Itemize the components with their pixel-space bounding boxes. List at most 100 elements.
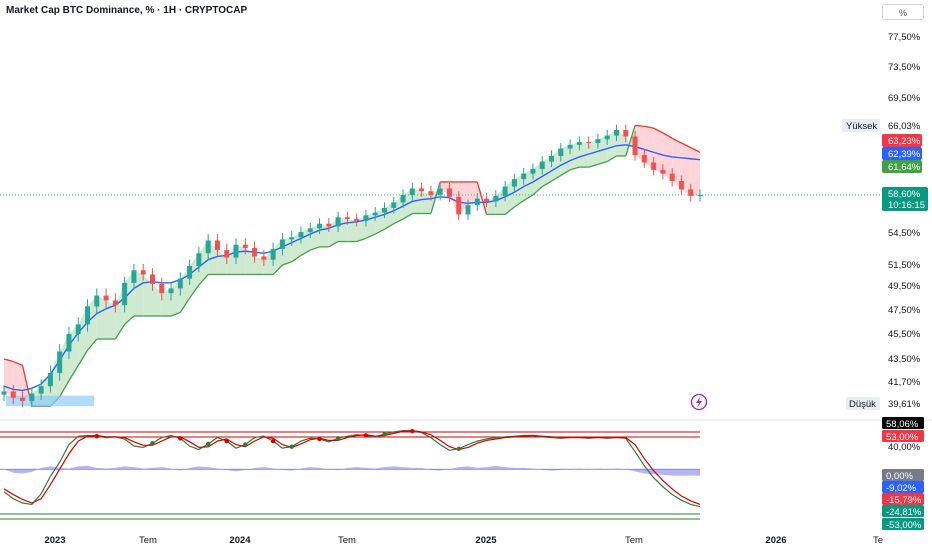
low-marker-label-bg	[846, 397, 880, 410]
candle-body	[289, 237, 295, 240]
low-marker-label: Düşük	[849, 399, 876, 410]
trailing-stop-segment	[653, 127, 664, 134]
trend-fill	[13, 361, 23, 401]
trailing-stop-segment	[541, 180, 552, 188]
osc-area	[4, 465, 700, 476]
osc-level-tag-text: -15,79%	[886, 495, 922, 506]
trend-fill	[579, 142, 589, 168]
candle-body	[196, 253, 202, 267]
osc-level-tag	[882, 505, 924, 517]
trend-fill	[662, 132, 673, 182]
trailing-stop-segment	[532, 186, 543, 196]
crossover-dot	[410, 429, 415, 434]
price-axis-label: 73,50%	[888, 62, 921, 73]
candle-body	[632, 136, 638, 156]
trailing-stop-segment	[514, 199, 525, 208]
range-band	[6, 395, 94, 407]
price-axis-label: 49,50%	[888, 281, 921, 292]
time-axis-label: Te	[873, 535, 883, 546]
candle-body	[558, 148, 564, 156]
candle-body	[140, 270, 146, 275]
time-axis-label: 2026	[765, 535, 786, 546]
candle-body	[103, 295, 109, 301]
candle-body	[567, 144, 573, 149]
candle-body	[456, 196, 462, 215]
crossover-dot	[289, 444, 294, 449]
candle-body	[623, 129, 629, 137]
price-tag-text: 61,64%	[888, 162, 921, 173]
candle-body	[224, 250, 230, 258]
trend-fill	[690, 147, 700, 196]
trailing-stop-segment	[328, 240, 339, 248]
crossover-dot	[150, 441, 155, 446]
trailing-stop-segment	[310, 246, 320, 251]
trailing-stop-segment	[356, 237, 367, 243]
time-axis-label: 2025	[475, 535, 497, 546]
trailing-stop-segment	[560, 169, 571, 177]
candle-body	[205, 240, 211, 254]
candle-body	[38, 386, 44, 394]
price-axis-label: 41,70%	[888, 377, 921, 388]
candle-body	[335, 217, 341, 227]
candle-body	[660, 169, 666, 174]
trailing-stop-segment	[68, 365, 79, 382]
price-axis-label: 45,50%	[888, 329, 921, 340]
price-axis-label: 39,61%	[888, 399, 921, 410]
candle-body	[391, 202, 397, 208]
candle-body	[465, 205, 471, 215]
trend-fill	[161, 288, 172, 316]
crossover-dot	[317, 436, 322, 442]
trailing-stop-segment	[504, 206, 515, 215]
trend-fill	[570, 142, 580, 170]
candle-body	[688, 189, 694, 196]
crossover-dot	[205, 441, 211, 447]
trend-fill	[254, 256, 264, 275]
candle-body	[604, 135, 610, 140]
crossover-dot	[94, 433, 100, 439]
trailing-stop-segment	[198, 274, 209, 286]
candle-body	[317, 223, 323, 229]
candle-body	[511, 179, 517, 187]
osc-axis-label: 40,00%	[888, 442, 921, 453]
candle-body	[159, 283, 165, 294]
candle-body	[270, 249, 276, 260]
percent-scale-button[interactable]: %	[882, 4, 924, 20]
trailing-stop-segment	[476, 181, 488, 215]
price-axis-label: 43,50%	[888, 354, 921, 365]
osc-level-tag-text: 53,00%	[886, 432, 919, 443]
trailing-stop-segment	[588, 163, 599, 168]
crossover-dot	[335, 436, 341, 441]
trailing-stop-segment	[690, 147, 701, 153]
trailing-stop-segment	[644, 125, 654, 129]
candle-body	[187, 266, 193, 279]
trailing-stop-segment	[124, 315, 135, 325]
osc-level-tag-text: 58,06%	[886, 419, 919, 430]
trailing-stop-segment	[3, 358, 14, 363]
trailing-stop-segment	[523, 194, 534, 202]
price-tag	[882, 134, 922, 147]
candle-body	[326, 223, 332, 227]
candle-body	[697, 194, 703, 196]
crossover-dot	[382, 431, 387, 437]
candle-body	[502, 186, 508, 196]
candle-body	[307, 228, 313, 233]
trailing-stop-segment	[606, 155, 617, 163]
candle-body	[493, 195, 499, 202]
candle-body	[233, 244, 239, 258]
candle-body	[446, 188, 452, 197]
trailing-stop-segment	[384, 223, 395, 230]
trailing-stop-segment	[662, 132, 673, 139]
crossover-dot	[270, 438, 276, 444]
candle-body	[381, 207, 387, 213]
candle-body	[279, 239, 285, 249]
moving-average-line	[3, 144, 701, 392]
candle-body	[75, 324, 81, 334]
last-price-text: 58,60%	[888, 189, 921, 200]
price-tag-text: 63,23%	[888, 136, 921, 147]
candle-body	[576, 142, 582, 145]
time-axis-label: Tem	[625, 535, 643, 546]
trailing-stop-segment	[393, 218, 404, 225]
trailing-stop-segment	[170, 311, 181, 317]
candle-body	[168, 288, 174, 294]
